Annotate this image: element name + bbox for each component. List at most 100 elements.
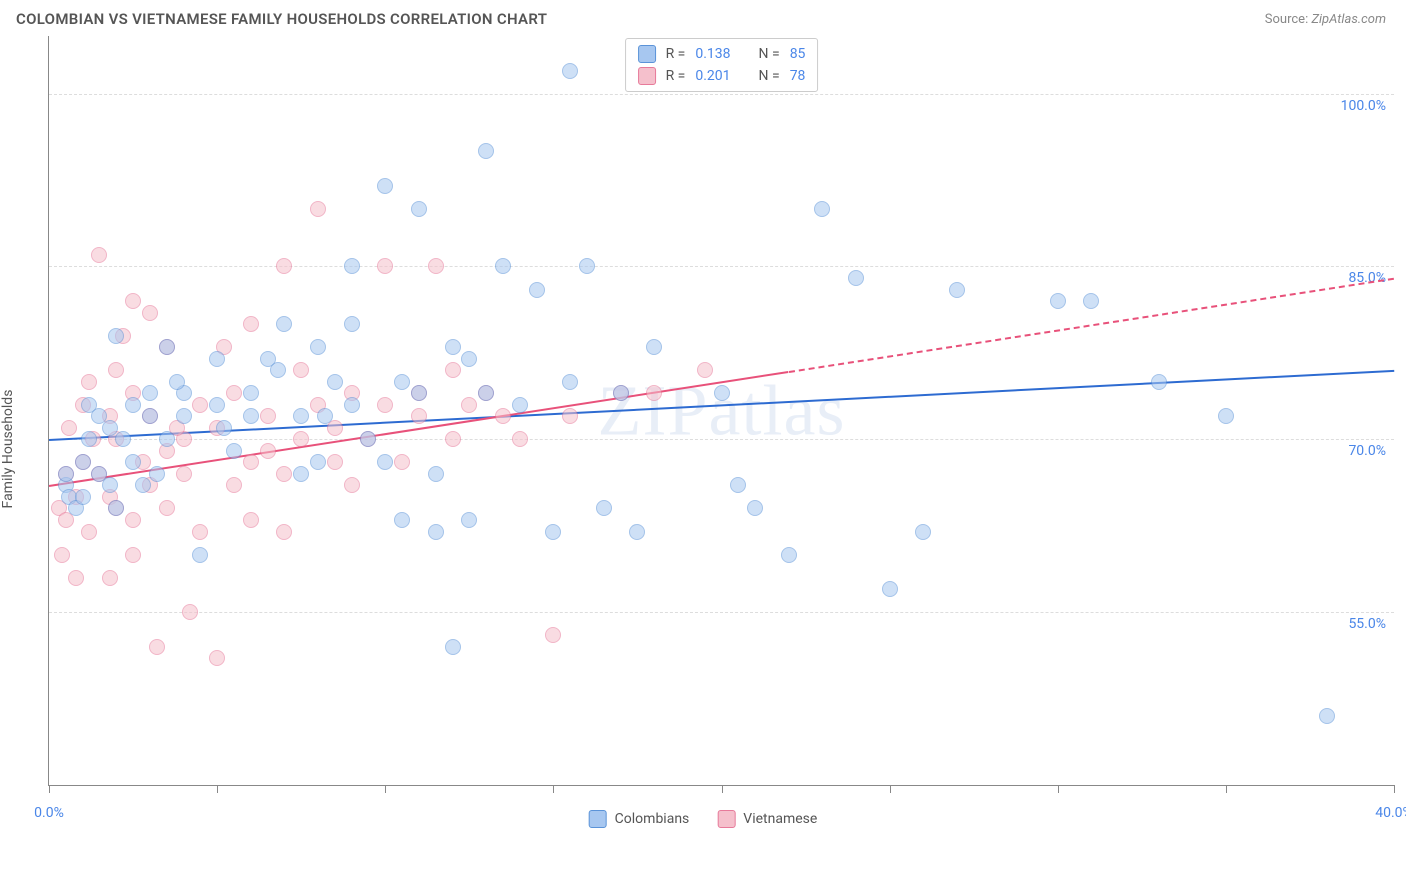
data-point: [344, 397, 360, 413]
data-point: [1151, 374, 1167, 390]
n-label: N =: [759, 68, 780, 84]
xtick-label: 40.0%: [1375, 805, 1406, 821]
data-point: [613, 385, 629, 401]
data-point: [149, 466, 165, 482]
data-point: [102, 477, 118, 493]
data-point: [108, 328, 124, 344]
data-point: [226, 385, 242, 401]
data-point: [445, 431, 461, 447]
data-point: [243, 316, 259, 332]
source-prefix: Source:: [1265, 12, 1312, 27]
gridline: [49, 439, 1394, 440]
data-point: [68, 570, 84, 586]
data-point: [81, 431, 97, 447]
r-label: R =: [666, 68, 686, 84]
data-point: [61, 420, 77, 436]
data-point: [142, 305, 158, 321]
plot-area: ZIPatlas R = 0.138 N = 85 R = 0.201 N = …: [48, 36, 1394, 786]
data-point: [293, 431, 309, 447]
data-point: [646, 385, 662, 401]
data-point: [344, 477, 360, 493]
data-point: [159, 339, 175, 355]
xtick: [1226, 785, 1227, 793]
data-point: [512, 397, 528, 413]
data-point: [125, 397, 141, 413]
data-point: [495, 408, 511, 424]
legend-item-colombians: Colombians: [589, 810, 690, 828]
data-point: [781, 547, 797, 563]
n-value-vietnamese: 78: [790, 68, 806, 84]
r-value-vietnamese: 0.201: [695, 68, 730, 84]
data-point: [243, 408, 259, 424]
n-value-colombians: 85: [790, 46, 806, 62]
data-point: [276, 524, 292, 540]
data-point: [377, 397, 393, 413]
data-point: [91, 247, 107, 263]
data-point: [882, 581, 898, 597]
data-point: [1083, 293, 1099, 309]
data-point: [159, 431, 175, 447]
data-point: [428, 524, 444, 540]
chart-header: COLOMBIAN VS VIETNAMESE FAMILY HOUSEHOLD…: [0, 0, 1406, 36]
data-point: [1319, 708, 1335, 724]
data-point: [394, 454, 410, 470]
data-point: [428, 466, 444, 482]
data-point: [310, 339, 326, 355]
chart-container: Family Households ZIPatlas R = 0.138 N =…: [0, 36, 1406, 846]
data-point: [317, 408, 333, 424]
xtick: [722, 785, 723, 793]
xtick: [1394, 785, 1395, 793]
data-point: [394, 512, 410, 528]
swatch-icon: [589, 810, 607, 828]
data-point: [377, 178, 393, 194]
data-point: [461, 512, 477, 528]
xtick-label: 0.0%: [34, 805, 64, 821]
source-attribution: Source: ZipAtlas.com: [1265, 12, 1386, 27]
gridline: [49, 266, 1394, 267]
data-point: [445, 362, 461, 378]
data-point: [461, 351, 477, 367]
xtick: [1058, 785, 1059, 793]
data-point: [411, 385, 427, 401]
data-point: [512, 431, 528, 447]
data-point: [209, 650, 225, 666]
swatch-icon: [638, 67, 656, 85]
data-point: [182, 604, 198, 620]
data-point: [730, 477, 746, 493]
data-point: [327, 374, 343, 390]
legend-row-vietnamese: R = 0.201 N = 78: [638, 65, 806, 87]
data-point: [108, 500, 124, 516]
data-point: [344, 258, 360, 274]
data-point: [176, 408, 192, 424]
data-point: [562, 63, 578, 79]
correlation-legend: R = 0.138 N = 85 R = 0.201 N = 78: [625, 38, 819, 92]
data-point: [1050, 293, 1066, 309]
ytick-label: 55.0%: [1348, 616, 1386, 632]
data-point: [714, 385, 730, 401]
data-point: [915, 524, 931, 540]
data-point: [125, 512, 141, 528]
data-point: [394, 374, 410, 390]
data-point: [545, 627, 561, 643]
data-point: [81, 374, 97, 390]
data-point: [562, 408, 578, 424]
data-point: [260, 443, 276, 459]
data-point: [411, 408, 427, 424]
data-point: [169, 374, 185, 390]
data-point: [344, 316, 360, 332]
swatch-icon: [717, 810, 735, 828]
data-point: [102, 570, 118, 586]
gridline: [49, 612, 1394, 613]
chart-title: COLOMBIAN VS VIETNAMESE FAMILY HOUSEHOLD…: [16, 10, 547, 28]
data-point: [360, 431, 376, 447]
data-point: [243, 512, 259, 528]
xtick: [553, 785, 554, 793]
data-point: [562, 374, 578, 390]
gridline: [49, 94, 1394, 95]
data-point: [276, 466, 292, 482]
data-point: [1218, 408, 1234, 424]
data-point: [142, 385, 158, 401]
data-point: [226, 443, 242, 459]
data-point: [125, 454, 141, 470]
data-point: [260, 408, 276, 424]
